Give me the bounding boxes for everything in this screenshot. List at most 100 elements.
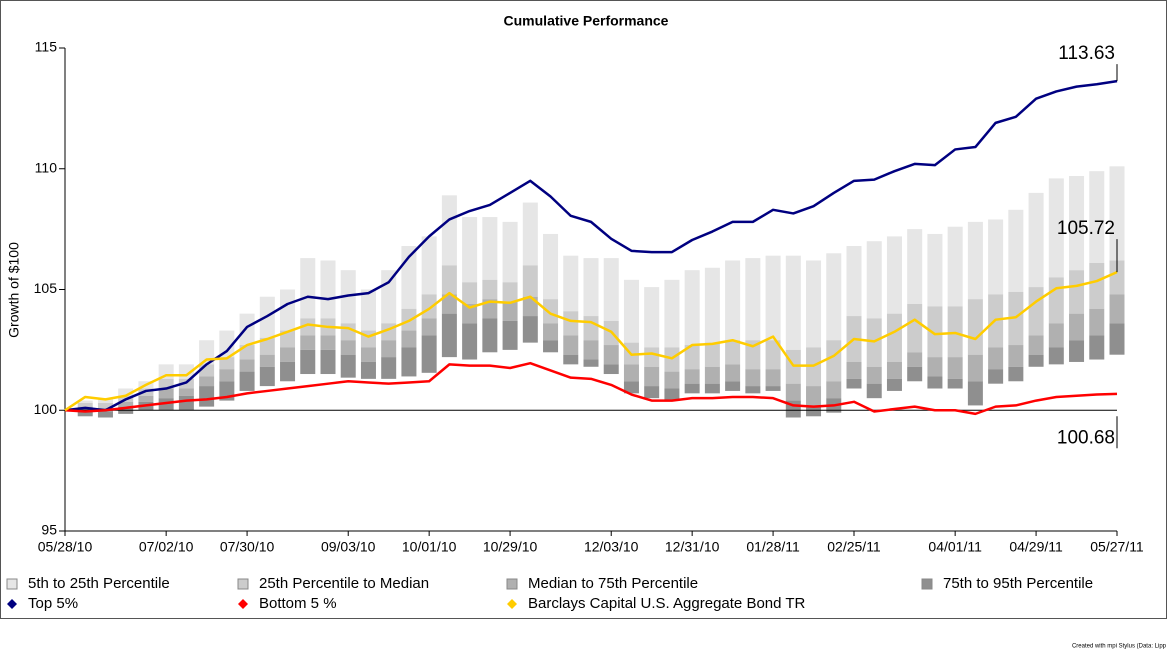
percentile-bar <box>441 313 457 358</box>
percentile-bar <box>1109 260 1125 295</box>
percentile-bar <box>1008 209 1024 292</box>
percentile-bar <box>381 270 397 324</box>
percentile-bar <box>421 236 437 295</box>
x-tick-label: 10/29/10 <box>483 539 538 555</box>
percentile-bar <box>806 386 822 406</box>
percentile-bar <box>907 352 923 367</box>
series-line <box>64 361 1118 416</box>
percentile-bar <box>765 369 781 387</box>
legend-label: Barclays Capital U.S. Aggregate Bond TR <box>528 595 806 612</box>
percentile-bar <box>907 229 923 304</box>
end-value-label: 113.63 <box>1058 43 1115 64</box>
percentile-bar <box>543 299 559 324</box>
percentile-bar <box>280 330 296 348</box>
percentile-bar <box>360 289 376 331</box>
percentile-bar <box>543 233 559 300</box>
percentile-bar <box>118 388 134 396</box>
percentile-bar <box>967 354 983 382</box>
y-tick-label: 110 <box>35 159 58 175</box>
legend-swatch <box>921 578 933 590</box>
percentile-bar <box>583 359 599 367</box>
end-value-label: 100.68 <box>1057 427 1115 448</box>
percentile-bar <box>725 260 741 341</box>
percentile-bar <box>1008 345 1024 367</box>
percentile-bar <box>441 265 457 295</box>
percentile-bar <box>988 369 1004 384</box>
percentile-bar <box>421 318 437 336</box>
percentile-bar <box>623 364 639 382</box>
percentile-bar <box>664 388 680 401</box>
percentile-bar <box>178 395 194 411</box>
percentile-bar <box>623 279 639 343</box>
percentile-bar <box>886 236 902 314</box>
percentile-bar <box>826 340 842 382</box>
legend-swatch <box>6 578 18 590</box>
y-tick-label: 105 <box>34 280 58 296</box>
chart-title: Cumulative Performance <box>504 13 669 29</box>
percentile-bar <box>684 383 700 394</box>
y-tick-label: 115 <box>35 39 58 55</box>
x-tick-label: 10/01/10 <box>402 539 457 555</box>
percentile-bar <box>1008 366 1024 382</box>
percentile-bar <box>1109 294 1125 324</box>
percentile-bar <box>907 303 923 353</box>
percentile-bar <box>441 195 457 266</box>
legend-swatch <box>506 578 518 590</box>
percentile-bar <box>563 311 579 336</box>
percentile-bar <box>765 340 781 370</box>
percentile-bar <box>280 289 296 331</box>
x-tick-label: 02/25/11 <box>827 539 881 555</box>
percentile-bar <box>583 340 599 360</box>
percentile-bar <box>239 371 255 391</box>
percentile-bar <box>846 246 862 317</box>
percentile-bar <box>239 359 255 372</box>
end-value-label: 105.72 <box>1057 218 1115 239</box>
x-tick-label: 09/03/10 <box>321 539 376 555</box>
percentile-bar <box>725 381 741 391</box>
percentile-bar <box>1109 166 1125 261</box>
y-axis-label: Growth of $100 <box>6 242 22 338</box>
percentile-bar <box>482 279 498 300</box>
percentile-bar <box>603 345 619 365</box>
percentile-bar <box>765 386 781 391</box>
percentile-bar <box>988 347 1004 370</box>
legend-label: Bottom 5 % <box>259 595 337 612</box>
percentile-bar <box>725 364 741 382</box>
legend-label: 5th to 25th Percentile <box>28 575 170 592</box>
percentile-bar <box>745 258 761 341</box>
percentile-bar <box>360 347 376 362</box>
legend-swatch <box>237 578 249 590</box>
percentile-bar <box>603 258 619 321</box>
percentile-bar <box>1089 308 1105 336</box>
legend-label: Top 5% <box>28 595 78 612</box>
percentile-bar <box>462 217 478 283</box>
percentile-bar <box>543 340 559 353</box>
percentile-bar <box>239 313 255 346</box>
percentile-bar <box>806 260 822 348</box>
legend-label: 75th to 95th Percentile <box>943 575 1093 592</box>
legend-label: 25th Percentile to Median <box>259 575 429 592</box>
percentile-bar <box>522 202 538 266</box>
percentile-bar <box>482 217 498 280</box>
percentile-bar <box>988 219 1004 295</box>
percentile-bar <box>745 369 761 387</box>
legend-marker <box>238 599 248 609</box>
percentile-bar <box>340 354 356 378</box>
percentile-bar <box>563 255 579 312</box>
x-tick-label: 04/01/11 <box>928 539 982 555</box>
percentile-bar <box>927 376 943 389</box>
series-line <box>64 79 1118 412</box>
percentile-bar <box>1028 335 1044 355</box>
y-tick-label: 95 <box>41 522 57 538</box>
percentile-bar <box>684 345 700 370</box>
percentile-bar <box>967 381 983 406</box>
percentile-bar <box>927 306 943 358</box>
percentile-bar <box>219 357 235 370</box>
percentile-bar <box>886 313 902 362</box>
percentile-bar <box>765 255 781 341</box>
percentile-bar <box>441 294 457 314</box>
percentile-bar <box>704 366 720 384</box>
percentile-bar <box>826 381 842 399</box>
percentile-bar <box>583 258 599 317</box>
percentile-bar <box>259 366 275 387</box>
